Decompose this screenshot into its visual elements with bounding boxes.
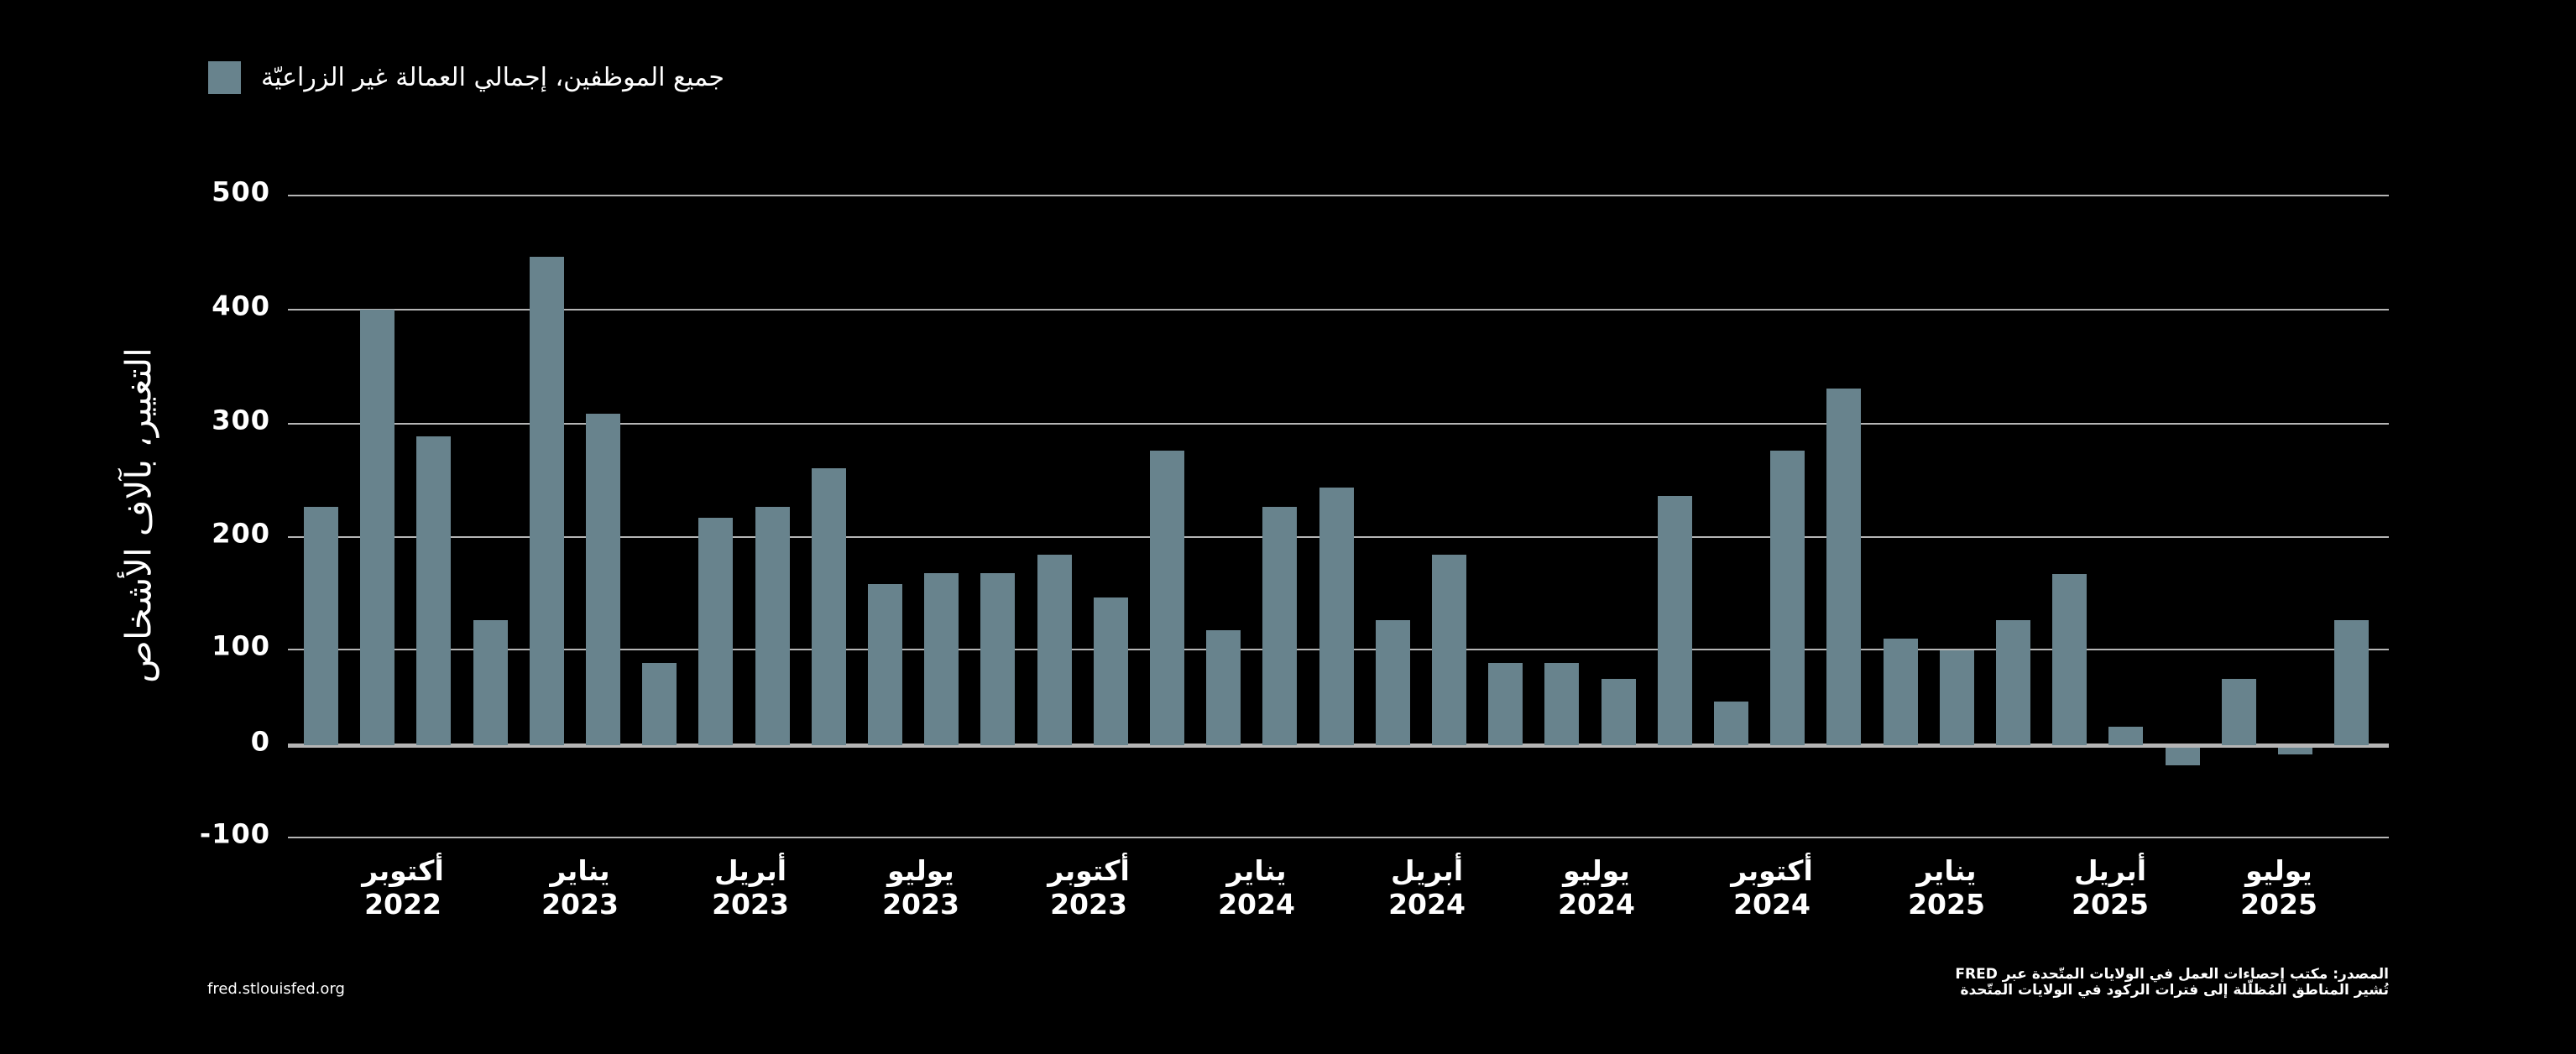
legend-swatch	[208, 61, 241, 94]
bar	[1262, 506, 1297, 745]
y-tick-label: 300	[212, 404, 270, 436]
source-site: fred.stlouisfed.org	[207, 980, 345, 998]
x-tick-label: أبريل 2023	[712, 854, 789, 921]
x-tick-label: يناير 2023	[541, 854, 619, 921]
bar	[980, 572, 1015, 745]
bar	[1602, 679, 1636, 745]
bar	[2052, 574, 2087, 745]
y-tick-label: 0	[250, 725, 270, 758]
bar	[304, 506, 338, 745]
x-tick-year: 2024	[1218, 888, 1295, 921]
bar	[812, 467, 846, 745]
source-note: المصدر: مكتب إحصاءات العمل في الولايات ا…	[1955, 967, 2389, 999]
x-tick-month: أبريل	[713, 854, 787, 887]
x-tick-label: أكتوبر 2024	[1731, 854, 1813, 921]
x-tick-month: أكتوبر	[1731, 854, 1813, 887]
x-tick-label: يناير 2025	[1908, 854, 1985, 921]
bar	[2166, 748, 2200, 766]
source-line-1: المصدر: مكتب إحصاءات العمل في الولايات ا…	[1955, 966, 2389, 983]
gridline	[288, 744, 2389, 748]
bar	[416, 436, 451, 745]
x-tick-label: أبريل 2024	[1388, 854, 1466, 921]
x-tick-month: يناير	[1226, 854, 1287, 887]
bar	[1150, 451, 1184, 745]
bar	[1714, 701, 1748, 745]
bar	[698, 518, 733, 745]
x-tick-month: أبريل	[1390, 854, 1464, 887]
bar	[530, 257, 564, 745]
bar	[2278, 748, 2312, 754]
bar	[1094, 597, 1128, 745]
bar	[1432, 555, 1466, 745]
x-tick-year: 2024	[1388, 888, 1466, 921]
x-tick-year: 2023	[1050, 888, 1127, 921]
x-tick-label: يوليو 2023	[882, 854, 959, 921]
x-tick-month: أكتوبر	[1048, 854, 1130, 887]
x-tick-label: يناير 2024	[1218, 854, 1295, 921]
gridline	[288, 309, 2389, 310]
x-tick-month: يوليو	[887, 854, 954, 887]
y-tick-label: 400	[212, 290, 270, 322]
bar	[1037, 555, 1072, 745]
bar	[868, 584, 902, 745]
legend: جميع الموظفين، إجمالي العمالة غير الزراع…	[208, 61, 724, 94]
x-tick-label: أكتوبر 2022	[362, 854, 444, 921]
legend-label: جميع الموظفين، إجمالي العمالة غير الزراع…	[261, 63, 724, 92]
bar	[1770, 451, 1805, 745]
bar	[586, 413, 620, 745]
bar	[360, 310, 394, 745]
x-tick-year: 2023	[541, 888, 619, 921]
x-tick-year: 2023	[882, 888, 959, 921]
x-tick-label: أكتوبر 2023	[1048, 854, 1130, 921]
y-axis-label: التغيير، بآلاف الأشخاص	[118, 347, 159, 683]
x-tick-year: 2023	[712, 888, 789, 921]
x-tick-month: يوليو	[2245, 854, 2312, 887]
x-tick-month: أبريل	[2073, 854, 2147, 887]
x-tick-year: 2024	[1558, 888, 1635, 921]
x-tick-label: يوليو 2025	[2240, 854, 2317, 921]
bar	[755, 506, 790, 745]
bar	[924, 572, 959, 745]
gridline	[288, 423, 2389, 425]
bar	[1544, 662, 1579, 745]
x-tick-year: 2025	[2072, 888, 2149, 921]
bar	[1319, 487, 1354, 745]
bar	[2222, 679, 2256, 745]
x-tick-year: 2025	[2240, 888, 2317, 921]
bar	[2334, 620, 2369, 745]
bar	[1206, 630, 1241, 745]
bar	[1996, 620, 2030, 745]
x-tick-year: 2025	[1908, 888, 1985, 921]
source-line-2: تُشير المناطق المُظلّلة إلى فترات الركود…	[1960, 982, 2389, 999]
x-tick-label: يوليو 2024	[1558, 854, 1635, 921]
x-tick-month: يناير	[550, 854, 610, 887]
x-tick-month: يناير	[1916, 854, 1977, 887]
x-tick-month: يوليو	[1563, 854, 1630, 887]
bar	[1376, 620, 1410, 745]
y-tick-label: -100	[199, 817, 270, 850]
bar	[473, 620, 508, 745]
bar	[1826, 388, 1861, 745]
gridline	[288, 195, 2389, 196]
gridline	[288, 837, 2389, 838]
y-tick-label: 100	[212, 629, 270, 662]
bar	[1658, 496, 1692, 745]
x-tick-month: أكتوبر	[362, 854, 444, 887]
bar	[1488, 662, 1523, 745]
bar	[1940, 650, 1974, 745]
x-tick-year: 2022	[364, 888, 442, 921]
bar	[642, 662, 677, 745]
bar	[1884, 638, 1918, 745]
bar	[2108, 727, 2143, 745]
y-tick-label: 200	[212, 517, 270, 550]
x-tick-year: 2024	[1733, 888, 1811, 921]
y-tick-label: 500	[212, 175, 270, 208]
x-tick-label: أبريل 2025	[2072, 854, 2149, 921]
